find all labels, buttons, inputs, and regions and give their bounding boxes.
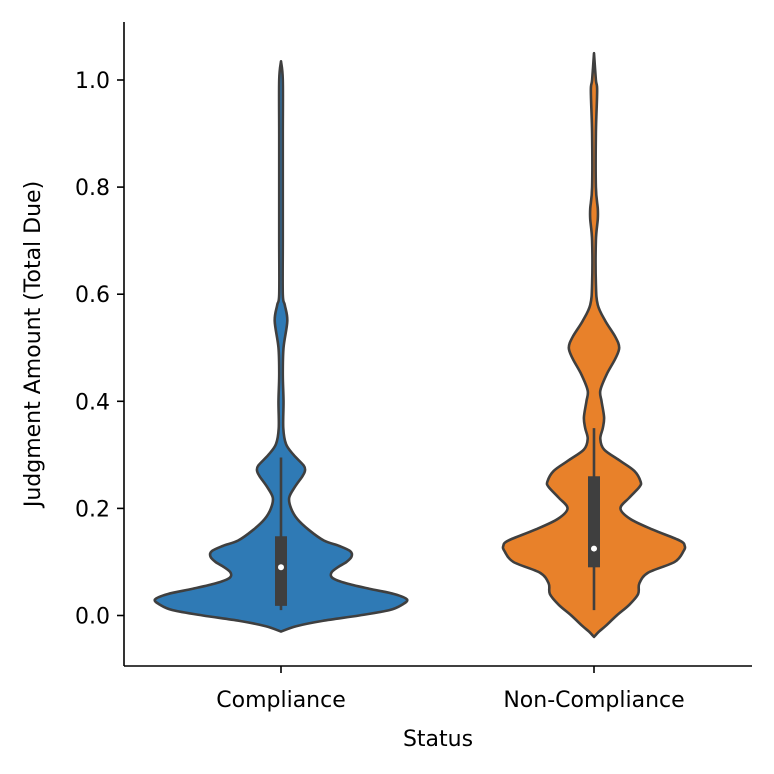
y-tick-label: 0.4 — [75, 390, 110, 415]
iqr-box-1 — [588, 476, 600, 568]
violin-compliance — [153, 59, 409, 633]
y-tick-label: 0.2 — [75, 497, 110, 522]
y-tick-label: 0.0 — [75, 605, 110, 630]
iqr-box-0 — [275, 536, 287, 606]
y-axis-title: Judgment Amount (Total Due) — [21, 181, 46, 509]
median-point-0 — [278, 564, 284, 571]
y-tick-label: 0.8 — [75, 176, 110, 201]
axes-layer: 0.0 0.2 0.4 0.6 0.8 1.0 Compliance Non-Complian… — [75, 22, 752, 713]
x-tick-label: Non-Compliance — [503, 688, 684, 713]
x-axis-title: Status — [403, 727, 473, 752]
violin-non-compliance — [501, 51, 687, 639]
y-tick-label: 0.6 — [75, 283, 110, 308]
x-tick-label: Compliance — [216, 688, 346, 713]
violins-layer — [153, 51, 687, 639]
median-point-1 — [591, 545, 597, 552]
inner-boxes-layer — [275, 428, 600, 611]
y-tick-label: 1.0 — [75, 69, 110, 94]
